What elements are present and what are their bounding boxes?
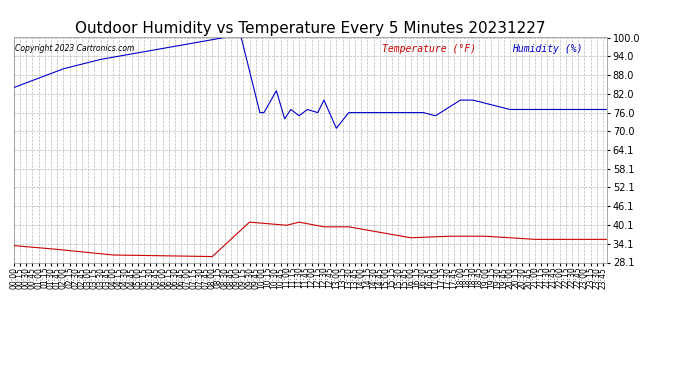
Text: Humidity (%): Humidity (%) <box>512 44 583 54</box>
Title: Outdoor Humidity vs Temperature Every 5 Minutes 20231227: Outdoor Humidity vs Temperature Every 5 … <box>75 21 546 36</box>
Text: Temperature (°F): Temperature (°F) <box>382 44 475 54</box>
Text: Copyright 2023 Cartronics.com: Copyright 2023 Cartronics.com <box>15 44 135 53</box>
